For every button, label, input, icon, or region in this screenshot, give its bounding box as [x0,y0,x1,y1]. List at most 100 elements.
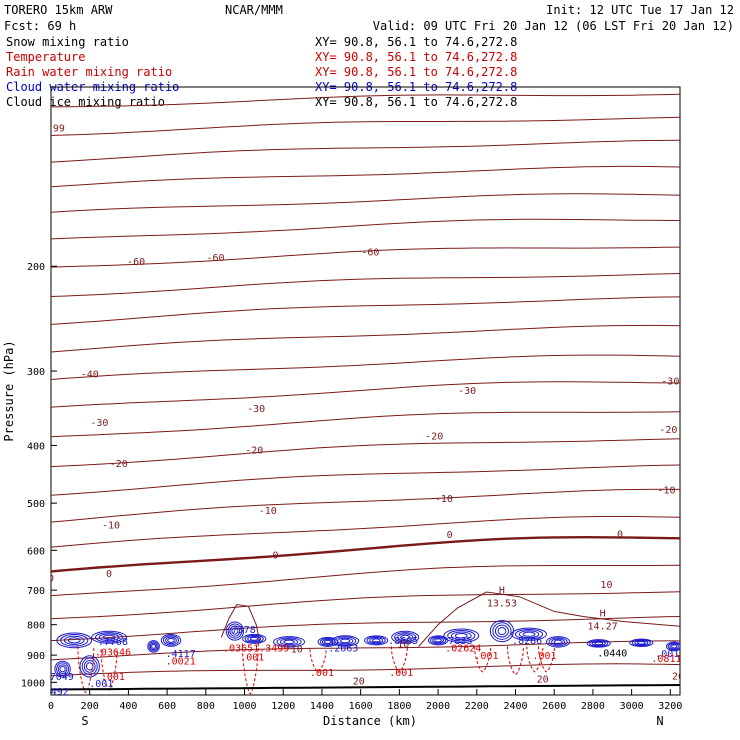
isotherm [51,464,680,496]
x-tick-label: 800 [197,701,215,712]
cloud-contour [553,639,563,645]
temperature-label: 0 [272,551,278,562]
isotherm [51,296,680,325]
y-tick-label: 600 [27,546,45,557]
field-value-label: .4117 [166,649,196,660]
temperature-label: -20 [245,445,263,456]
field-value-label: .0811 [651,654,681,665]
rain-contour [390,646,408,673]
rain-contour [474,646,492,673]
x-tick-label: 1200 [271,701,295,712]
x-tick-label: 2600 [542,701,566,712]
isotherm [51,246,680,268]
y-tick-label: 400 [27,441,45,452]
temperature-label: 20 [672,671,684,682]
y-tick-label: 800 [27,621,45,632]
cloud-water-contours [54,619,680,678]
field-value-label: .0440 [597,648,627,659]
field-value-label: .001 [310,668,334,679]
temperature-label: -30 [661,376,679,387]
field-value-label: .001 [389,668,413,679]
cloud-contour [162,635,179,646]
ground-line [51,684,680,691]
cloud-contour [63,635,85,645]
isotherm [51,116,680,136]
cloud-contour [522,631,536,637]
cloud-contour [160,633,182,647]
field-xy-temperature: XY= 90.8, 56.1 to 74.6,272.8 [315,50,517,64]
rain-contour [537,646,555,673]
x-tick-label: 2800 [581,701,605,712]
cloud-contour [447,629,476,642]
field-value-label: .7835 [442,636,472,647]
field-value-label: .8286 [512,636,542,647]
rain-water-contours [77,643,555,695]
cloud-contour [589,639,609,647]
cloud-contour [334,636,357,646]
cloud-contour [56,632,93,649]
cloud-contour [102,634,116,640]
isotherm [51,640,680,661]
temperature-label: -20 [425,432,443,443]
cloud-contour [391,630,420,644]
isotherm [51,218,680,240]
ground-surface [51,684,680,691]
cloud-contour [366,636,386,645]
cloud-contour [430,636,447,645]
isotherm [51,381,680,408]
cloud-contour [276,637,302,647]
cloud-contour [249,636,259,641]
cloud-contour [394,632,417,643]
high-marker: H [600,609,606,620]
temperature-label: 20 [537,674,549,685]
field-value-label: .001 [89,679,113,690]
field-value-label: .0012 [655,649,685,660]
temperature-label: -60 [361,248,379,259]
field-value-label: .0021 [166,656,196,667]
temperature-label: 20 [353,676,365,687]
cloud-contour [400,634,411,640]
isotherm [51,591,680,620]
isotherm [418,591,680,647]
cloud-contour [231,627,239,635]
y-tick-label: 300 [27,367,45,378]
cloud-contour [432,637,444,644]
valid-time: Valid: 09 UTC Fri 20 Jan 12 (06 LST Fri … [373,19,734,33]
y-tick-label: 200 [27,262,45,273]
init-time: Init: 12 UTC Tue 17 Jan 12 [546,3,734,17]
x-tick-label: 1600 [349,701,373,712]
x-axis: 0 200 400 600 800 1000 1200 1400 1600 1800 2000 220… [48,689,682,712]
cloud-contour [518,630,540,639]
temperature-contours [51,93,680,677]
temperature-label: 0 [106,569,112,580]
temperature-label: -60 [206,253,224,264]
field-value-label: .02624 [445,643,481,654]
cloud-contour [631,639,651,647]
field-name-rain: Rain water mixing ratio [6,65,172,79]
x-axis-north-label: N [656,714,663,728]
field-value-label: .7049 [44,672,74,683]
isotherm [51,488,680,523]
x-tick-label: 1000 [232,701,256,712]
high-value: 13.53 [487,599,517,610]
isotherm [51,354,680,380]
cloud-contour [397,633,414,642]
field-value-labels: .7378.7768.8605.7835.8286.4117.2063.0012… [44,625,685,698]
field-value-label: .001 [532,651,556,662]
cloud-contour [545,636,571,648]
cloud-contour [323,639,332,644]
field-value-label: .492 [45,687,69,698]
cloud-contour [454,632,468,639]
temperature-label: 2.99 [41,124,65,135]
cloud-contour [636,640,646,645]
field-value-label: .001 [240,653,264,664]
cloud-contour [511,627,547,641]
field-value-label: .2063 [328,643,358,654]
cloud-contour [497,626,507,636]
rain-contour [241,643,259,695]
cloud-contour [321,638,334,645]
temperature-label: -60 [127,257,145,268]
x-tick-label: 2400 [503,701,527,712]
cloud-contour [489,619,515,643]
cloud-contour [273,636,306,648]
